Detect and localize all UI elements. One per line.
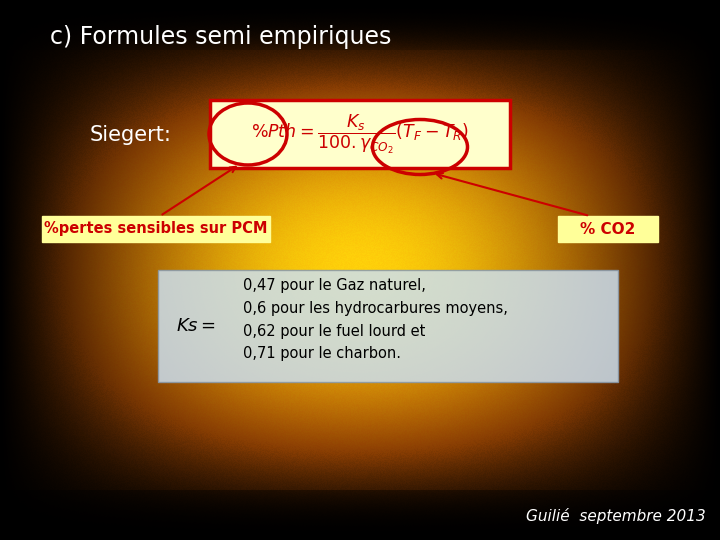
Text: %pertes sensibles sur PCM: %pertes sensibles sur PCM (44, 221, 268, 237)
Text: % CO2: % CO2 (580, 221, 636, 237)
Text: $\%Pth = \dfrac{K_s}{100.\gamma_{CO_2}}(T_F - T_R)$: $\%Pth = \dfrac{K_s}{100.\gamma_{CO_2}}(… (251, 112, 469, 156)
Text: $\mathit{Ks}=$: $\mathit{Ks}=$ (176, 317, 216, 335)
FancyBboxPatch shape (558, 216, 658, 242)
Text: c) Formules semi empiriques: c) Formules semi empiriques (50, 25, 392, 49)
FancyBboxPatch shape (42, 216, 270, 242)
Text: 0,47 pour le Gaz naturel,
0,6 pour les hydrocarbures moyens,
0,62 pour le fuel l: 0,47 pour le Gaz naturel, 0,6 pour les h… (243, 278, 508, 361)
FancyBboxPatch shape (210, 100, 510, 168)
FancyBboxPatch shape (158, 270, 618, 382)
Text: Guilié  septembre 2013: Guilié septembre 2013 (526, 508, 706, 524)
Text: Siegert:: Siegert: (90, 125, 172, 145)
